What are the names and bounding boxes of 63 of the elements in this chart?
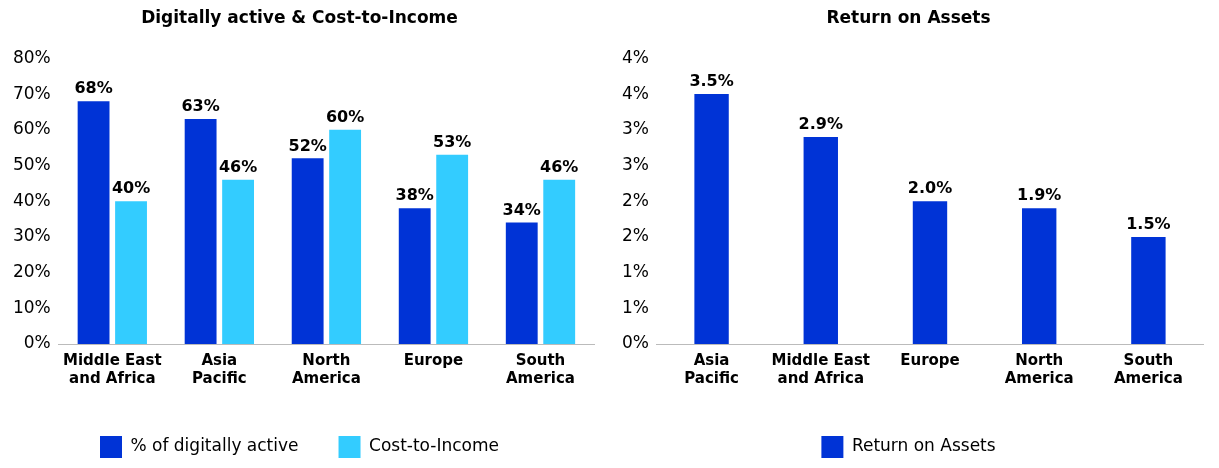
- data-label: 38%: [395, 185, 434, 205]
- bar: [184, 119, 217, 344]
- bar: [1131, 236, 1166, 344]
- y-tick-label: 2%: [621, 225, 649, 246]
- y-tick-label: 70%: [12, 82, 51, 103]
- data-label: 53%: [433, 131, 472, 151]
- y-tick-label: 1%: [621, 296, 649, 317]
- y-tick-label: 2%: [621, 189, 649, 210]
- data-label: 1.9%: [1017, 185, 1062, 205]
- x-tick-label: North America: [291, 350, 361, 387]
- data-label: 52%: [288, 135, 327, 155]
- bar: [1021, 208, 1057, 344]
- x-tick-label: South America: [505, 350, 575, 387]
- data-label: 63%: [181, 96, 220, 116]
- chart-title: Digitally active & Cost-to-Income: [141, 6, 458, 27]
- bar: [694, 94, 729, 344]
- bar: [912, 201, 948, 344]
- x-tick-label: Middle East and Africa: [63, 350, 162, 387]
- bar: [436, 154, 469, 344]
- bar: [115, 201, 147, 344]
- chart-title: Return on Assets: [826, 6, 991, 27]
- x-tick-label: North America: [1004, 350, 1074, 387]
- y-tick-label: 50%: [12, 153, 51, 174]
- x-tick-label: Middle East and Africa: [771, 350, 871, 387]
- bar: [398, 208, 431, 344]
- x-tick-label: Europe: [403, 350, 464, 369]
- x-tick-label: Europe: [900, 350, 960, 369]
- y-tick-label: 30%: [12, 225, 51, 246]
- legend-label: % of digitally active: [130, 435, 299, 456]
- legend-label: Return on Assets: [851, 435, 996, 456]
- bar: [505, 222, 538, 344]
- bar: [77, 101, 110, 344]
- y-tick-label: 20%: [12, 261, 51, 282]
- y-tick-label: 1%: [621, 261, 649, 282]
- data-label: 40%: [111, 178, 151, 198]
- bar: [803, 136, 838, 344]
- x-tick-label: South America: [1113, 350, 1183, 387]
- bar: [222, 179, 255, 344]
- y-tick-label: 10%: [12, 296, 51, 317]
- data-label: 2.9%: [798, 114, 843, 134]
- y-tick-label: 3%: [621, 153, 649, 174]
- y-tick-label: 60%: [12, 118, 51, 139]
- data-label: 46%: [218, 156, 258, 176]
- bar: [291, 158, 324, 344]
- x-tick-label: Asia Pacific: [684, 350, 739, 387]
- data-label: 3.5%: [689, 71, 734, 91]
- data-label: 68%: [74, 78, 113, 98]
- y-tick-label: 0%: [621, 332, 649, 353]
- legend-label: Cost-to-Income: [369, 435, 500, 456]
- data-label: 46%: [540, 156, 579, 176]
- y-tick-label: 40%: [12, 189, 51, 210]
- y-tick-label: 4%: [621, 46, 649, 67]
- x-tick-label: Asia Pacific: [191, 350, 247, 387]
- y-tick-label: 4%: [621, 82, 649, 103]
- data-label: 1.5%: [1126, 214, 1171, 234]
- bar: [329, 129, 362, 344]
- data-label: 2.0%: [907, 178, 953, 198]
- y-tick-label: 0%: [23, 332, 51, 353]
- data-label: 60%: [325, 106, 365, 126]
- bar: [543, 179, 576, 344]
- y-tick-label: 80%: [12, 46, 51, 67]
- y-tick-label: 3%: [621, 118, 649, 139]
- data-label: 34%: [502, 199, 541, 219]
